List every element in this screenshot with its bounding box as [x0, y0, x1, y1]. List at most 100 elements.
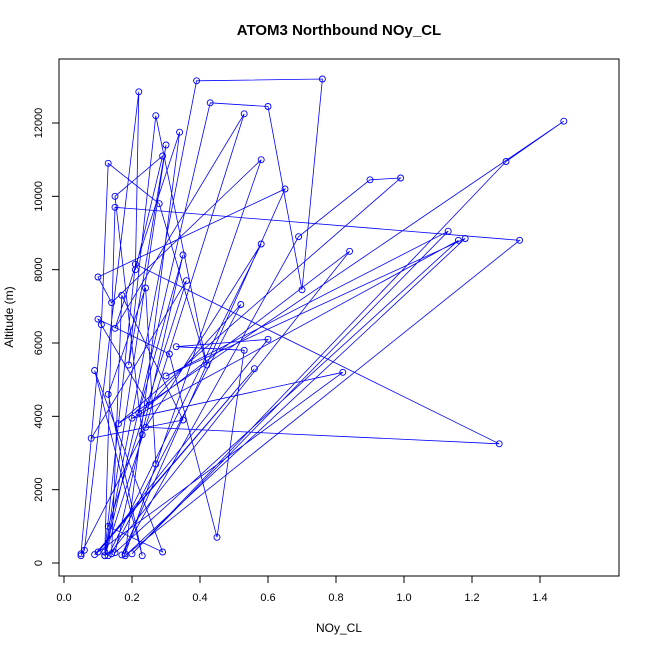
data-point	[495, 440, 503, 448]
series-layer	[77, 75, 568, 560]
data-point	[560, 117, 568, 125]
y-tick-label: 10000	[33, 181, 45, 212]
data-point	[104, 390, 112, 398]
data-point	[176, 128, 184, 136]
data-point	[162, 141, 170, 149]
series-line	[80, 78, 565, 557]
data-point	[298, 286, 306, 294]
data-point	[131, 260, 139, 268]
y-tick-label: 4000	[33, 404, 45, 428]
data-point	[250, 365, 258, 373]
data-point	[240, 346, 248, 354]
x-axis-label: NOy_CL	[316, 621, 362, 635]
data-point	[339, 368, 347, 376]
y-tick-label: 0	[33, 560, 45, 566]
data-point	[94, 548, 102, 556]
data-point	[142, 284, 150, 292]
data-point	[516, 236, 524, 244]
x-tick-label: 0.0	[56, 592, 71, 604]
data-point	[179, 251, 187, 259]
data-point	[80, 546, 88, 554]
x-tick-label: 1.4	[532, 592, 547, 604]
data-point	[91, 367, 99, 374]
y-axis-label: Altitude (m)	[2, 286, 16, 347]
data-point	[138, 431, 146, 439]
data-point	[97, 321, 105, 329]
data-point	[108, 299, 116, 307]
data-point	[118, 551, 126, 559]
data-point	[159, 548, 167, 556]
data-point	[118, 291, 126, 299]
data-point	[121, 552, 129, 560]
data-point	[165, 350, 173, 358]
data-point	[111, 192, 119, 200]
data-point	[346, 247, 354, 255]
data-point	[206, 99, 214, 107]
data-point	[162, 372, 170, 380]
y-axis: 0 2000 4000 6000 8000 10000 12000	[33, 108, 60, 566]
data-point	[108, 550, 116, 558]
data-point	[444, 227, 452, 235]
data-point	[366, 176, 374, 184]
data-point	[138, 552, 146, 560]
data-point	[77, 552, 85, 560]
data-point	[142, 423, 150, 431]
data-point	[318, 75, 326, 83]
data-point	[128, 550, 136, 558]
data-point	[77, 550, 85, 558]
data-point	[502, 158, 510, 165]
data-point	[121, 550, 129, 558]
x-tick-label: 1.0	[396, 592, 411, 604]
x-axis: 0.0 0.2 0.4 0.6 0.8 1.0 1.2 1.4	[56, 575, 574, 604]
y-tick-label: 2000	[33, 477, 45, 501]
data-point	[159, 152, 167, 160]
data-point	[104, 159, 112, 167]
data-point	[152, 460, 160, 468]
data-point	[203, 361, 211, 369]
x-tick-label: 0.4	[192, 592, 207, 604]
data-point	[264, 103, 272, 110]
data-point	[295, 233, 303, 241]
data-point	[461, 235, 469, 242]
data-point	[125, 361, 133, 369]
data-point	[101, 548, 109, 556]
data-point	[111, 549, 119, 557]
data-point	[182, 277, 190, 285]
data-point	[114, 420, 122, 428]
x-tick-label: 0.8	[328, 592, 343, 604]
data-point	[135, 88, 143, 96]
data-point	[87, 434, 95, 442]
y-tick-label: 8000	[33, 257, 45, 281]
data-point	[155, 200, 163, 208]
data-point	[94, 273, 102, 281]
data-point	[281, 185, 289, 193]
data-point	[104, 552, 112, 560]
data-point	[101, 552, 109, 560]
data-point	[179, 416, 187, 424]
data-point	[237, 301, 245, 308]
data-point	[111, 203, 119, 211]
x-tick-label: 1.2	[464, 592, 479, 604]
data-point	[111, 324, 119, 332]
data-point	[454, 236, 462, 244]
data-point	[152, 112, 160, 120]
x-tick-label: 0.6	[260, 592, 275, 604]
data-point	[145, 401, 153, 409]
data-point	[213, 533, 221, 541]
data-point	[397, 174, 405, 182]
data-point	[264, 335, 272, 343]
y-tick-label: 12000	[33, 108, 45, 139]
data-point	[131, 266, 139, 274]
data-point	[135, 409, 143, 417]
data-point	[128, 414, 136, 422]
data-point	[257, 240, 265, 248]
chart-title: ATOM3 Northbound NOy_CL	[237, 22, 441, 39]
y-tick-label: 6000	[33, 331, 45, 355]
data-point	[257, 156, 265, 164]
data-point	[104, 522, 112, 530]
data-point	[94, 315, 102, 323]
data-point	[193, 77, 201, 85]
data-point	[172, 343, 180, 351]
data-point	[240, 110, 248, 118]
